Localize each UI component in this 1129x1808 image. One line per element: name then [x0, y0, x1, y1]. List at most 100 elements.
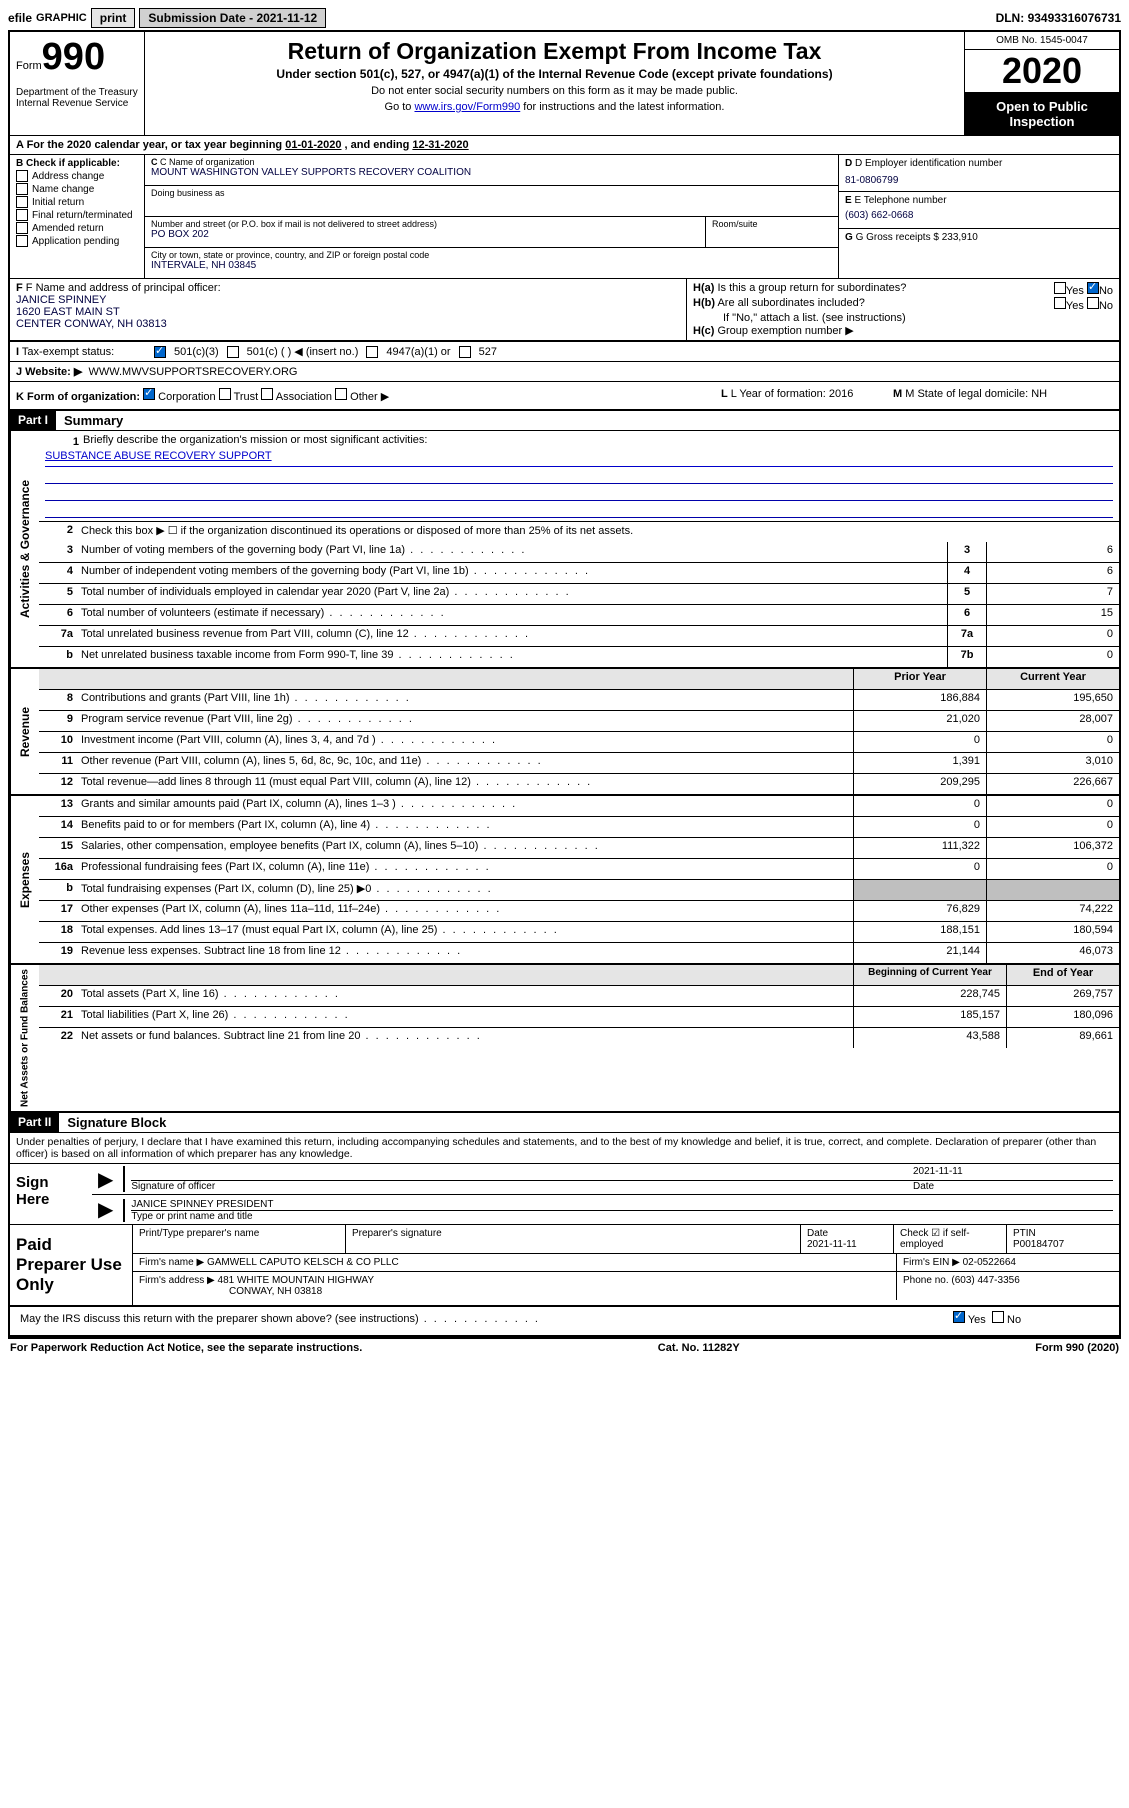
prep-date-label: Date — [807, 1228, 887, 1239]
box-b-checkbox[interactable] — [16, 235, 28, 247]
k-opt-3: Other ▶ — [350, 391, 389, 403]
sub-date-label: Submission Date - — [148, 11, 256, 25]
mission-blank-3 — [45, 501, 1113, 518]
row-val: 7 — [986, 584, 1119, 604]
q2-text: Check this box ▶ ☐ if the organization d… — [77, 522, 1119, 542]
block-fh: F F Name and address of principal office… — [10, 279, 1119, 341]
ha-text: Is this a group return for subordinates? — [717, 282, 906, 294]
phone-val: (603) 447-3356 — [951, 1275, 1019, 1286]
line-a-prefix: A For the 2020 calendar year, or tax yea… — [16, 139, 285, 151]
row-prior: 0 — [853, 732, 986, 752]
paid-preparer-grid: Paid Preparer Use Only Print/Type prepar… — [10, 1224, 1119, 1307]
box-b-checkbox[interactable] — [16, 222, 28, 234]
q1-label: Briefly describe the organization's miss… — [83, 434, 427, 450]
k-opt-2: Association — [276, 391, 332, 403]
row-num: 7a — [39, 626, 77, 646]
row-text: Number of voting members of the governin… — [77, 542, 947, 562]
row-text: Total unrelated business revenue from Pa… — [77, 626, 947, 646]
hb-yes-checkbox[interactable] — [1054, 297, 1066, 309]
ptin-label: PTIN — [1013, 1228, 1113, 1239]
instr-link[interactable]: www.irs.gov/Form990 — [414, 101, 520, 113]
firm-addr-label: Firm's address ▶ — [139, 1275, 218, 1286]
k-corp-checkbox[interactable] — [143, 388, 155, 400]
prep-date-val: 2021-11-11 — [807, 1239, 887, 1250]
c-name: MOUNT WASHINGTON VALLEY SUPPORTS RECOVER… — [151, 167, 832, 178]
f-addr1: 1620 EAST MAIN ST — [16, 306, 680, 318]
row-prior: 186,884 — [853, 690, 986, 710]
527-checkbox[interactable] — [459, 346, 471, 358]
side-gov: Activities & Governance — [10, 431, 39, 667]
k-other-checkbox[interactable] — [335, 388, 347, 400]
part1-net-grid: Net Assets or Fund Balances Beginning of… — [10, 965, 1119, 1113]
box-b-item: Amended return — [32, 223, 104, 234]
box-b-checkbox[interactable] — [16, 196, 28, 208]
k-trust-checkbox[interactable] — [219, 388, 231, 400]
instr-1: Do not enter social security numbers on … — [155, 85, 954, 97]
row-box: 6 — [947, 605, 986, 625]
box-b-item: Name change — [32, 184, 94, 195]
officer-name: JANICE SPINNEY PRESIDENT — [131, 1199, 1113, 1211]
name-label: Type or print name and title — [131, 1211, 1113, 1222]
discuss-no-checkbox[interactable] — [992, 1311, 1004, 1323]
yes-label: Yes — [1066, 285, 1084, 297]
row-text: Total liabilities (Part X, line 26) — [77, 1007, 853, 1027]
4947-checkbox[interactable] — [366, 346, 378, 358]
501c-checkbox[interactable] — [227, 346, 239, 358]
tax-status-row: I Tax-exempt status: 501(c)(3) 501(c) ( … — [10, 341, 1119, 362]
part1-header: Part I — [10, 411, 56, 430]
form-subtitle: Under section 501(c), 527, or 4947(a)(1)… — [155, 67, 954, 81]
ha-no-checkbox[interactable] — [1087, 282, 1099, 294]
rev-blank-text — [77, 669, 853, 689]
box-b-checkbox[interactable] — [16, 183, 28, 195]
f-addr2: CENTER CONWAY, NH 03813 — [16, 318, 680, 330]
row-val: 0 — [986, 647, 1119, 667]
row-text: Number of independent voting members of … — [77, 563, 947, 583]
box-b-checkbox[interactable] — [16, 209, 28, 221]
no-label: No — [1099, 285, 1113, 297]
f-name: JANICE SPINNEY — [16, 294, 680, 306]
ha-yes-checkbox[interactable] — [1054, 282, 1066, 294]
opt-4947: 4947(a)(1) or — [386, 346, 450, 358]
row-prior: 111,322 — [853, 838, 986, 858]
d-label: D Employer identification number — [855, 158, 1002, 169]
dept-label: Department of the Treasury Internal Reve… — [16, 87, 138, 109]
row-num: 9 — [39, 711, 77, 731]
row-num: b — [39, 647, 77, 667]
k-assoc-checkbox[interactable] — [261, 388, 273, 400]
penalty-text: Under penalties of perjury, I declare th… — [10, 1133, 1119, 1163]
row-text: Total number of individuals employed in … — [77, 584, 947, 604]
box-b-checkbox[interactable] — [16, 170, 28, 182]
row-prior: 188,151 — [853, 922, 986, 942]
no-label-2: No — [1099, 300, 1113, 312]
row-val: 6 — [986, 542, 1119, 562]
row-curr: 0 — [986, 732, 1119, 752]
row-text: Investment income (Part VIII, column (A)… — [77, 732, 853, 752]
dln-label: DLN: — [996, 11, 1028, 25]
print-button[interactable]: print — [91, 8, 136, 28]
hb-text: Are all subordinates included? — [717, 297, 864, 309]
row-text: Contributions and grants (Part VIII, lin… — [77, 690, 853, 710]
row-text: Other revenue (Part VIII, column (A), li… — [77, 753, 853, 773]
row-prior: 185,157 — [853, 1007, 1006, 1027]
e-val: (603) 662-0668 — [845, 210, 1113, 221]
hb-no-checkbox[interactable] — [1087, 297, 1099, 309]
form-id-cell: Form990 Department of the Treasury Inter… — [10, 32, 145, 135]
row-curr: 28,007 — [986, 711, 1119, 731]
row-curr: 0 — [986, 859, 1119, 879]
l-val: 2016 — [829, 388, 853, 400]
row-box: 3 — [947, 542, 986, 562]
row-text: Revenue less expenses. Subtract line 18 … — [77, 943, 853, 963]
discuss-no-label: No — [1007, 1314, 1021, 1326]
row-num: 20 — [39, 986, 77, 1006]
footer-row: For Paperwork Reduction Act Notice, see … — [8, 1339, 1121, 1357]
e-label: E Telephone number — [854, 195, 946, 206]
row-prior: 0 — [853, 817, 986, 837]
hc-text: Group exemption number ▶ — [717, 325, 853, 337]
title-center: Return of Organization Exempt From Incom… — [145, 32, 964, 135]
mission-blank-2 — [45, 484, 1113, 501]
omb-number: OMB No. 1545-0047 — [965, 32, 1119, 50]
row-curr: 0 — [986, 796, 1119, 816]
501c3-checkbox[interactable] — [154, 346, 166, 358]
tax-year: 2020 — [965, 50, 1119, 93]
discuss-yes-checkbox[interactable] — [953, 1311, 965, 1323]
